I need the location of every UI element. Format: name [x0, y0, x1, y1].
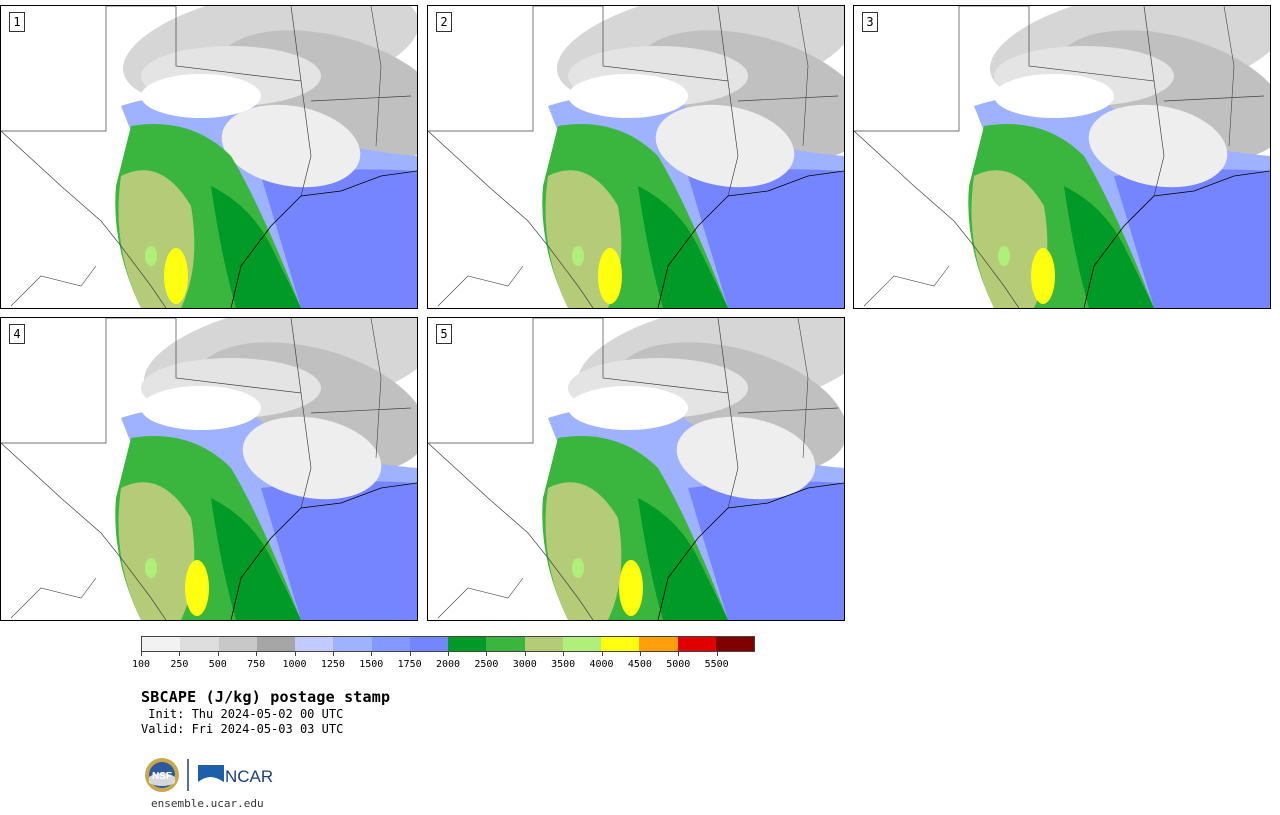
- colorbar-swatch: [448, 637, 487, 651]
- panel-number: 4: [9, 324, 25, 344]
- colorbar-tick: [141, 652, 142, 656]
- svg-text:NSF: NSF: [152, 771, 172, 782]
- colorbar-tick-label: 3000: [512, 659, 537, 670]
- colorbar-tick: [256, 652, 258, 656]
- colorbar-swatch: [333, 637, 372, 651]
- svg-text:NCAR: NCAR: [225, 767, 273, 786]
- sbcape-map: [854, 6, 1270, 308]
- colorbar-tick-label: 1500: [359, 659, 384, 670]
- nsf-logo: NSF: [145, 758, 179, 792]
- colorbar-tick: [294, 652, 296, 656]
- colorbar-tick-label: 750: [247, 659, 266, 670]
- sponsor-logos: NSF NCAR: [144, 757, 274, 795]
- colorbar-tick: [716, 652, 718, 656]
- sbcape-map: [428, 318, 844, 620]
- colorbar-swatch: [371, 637, 410, 651]
- colorbar-tick: [486, 652, 488, 656]
- colorbar-swatch: [601, 637, 640, 651]
- colorbar-tick: [409, 652, 411, 656]
- colorbar-tick: [678, 652, 680, 656]
- colorbar-swatch: [677, 637, 716, 651]
- colorbar-tick-label: 4500: [627, 659, 652, 670]
- colorbar-swatch: [218, 637, 257, 651]
- colorbar-tick-label: 5500: [704, 659, 729, 670]
- sbcape-map: [1, 6, 417, 308]
- colorbar-tick-label: 250: [170, 659, 189, 670]
- colorbar-tick: [217, 652, 219, 656]
- colorbar-tick-label: 5000: [666, 659, 691, 670]
- colorbar-tick-label: 2500: [474, 659, 499, 670]
- colorbar-swatch: [142, 637, 181, 651]
- postage-stamp-panel: 5: [427, 317, 845, 621]
- colorbar-tick: [448, 652, 449, 656]
- colorbar-swatch: [180, 637, 219, 651]
- colorbar-swatch: [524, 637, 563, 651]
- colorbar-tick-label: 1750: [397, 659, 422, 670]
- colorbar-tick: [563, 652, 565, 656]
- colorbar-tick: [371, 652, 373, 656]
- sbcape-colorbar: [141, 636, 755, 652]
- panel-number: 1: [9, 12, 25, 32]
- colorbar-tick-label: 4000: [589, 659, 614, 670]
- postage-stamp-panel: 4: [0, 317, 418, 621]
- colorbar-tick-label: 100: [131, 659, 151, 670]
- init-time: Init: Thu 2024-05-02 00 UTC: [141, 707, 344, 721]
- colorbar-tick: [601, 652, 603, 656]
- colorbar-tick-label: 2000: [435, 659, 461, 670]
- ncar-logo: NCAR: [197, 765, 273, 786]
- valid-time: Valid: Fri 2024-05-03 03 UTC: [141, 722, 344, 736]
- colorbar-tick: [639, 652, 641, 656]
- panel-number: 3: [862, 12, 878, 32]
- colorbar-tick-label: 3500: [551, 659, 576, 670]
- postage-stamp-panel: 3: [853, 5, 1271, 309]
- colorbar-tick: [524, 652, 526, 656]
- colorbar-swatch: [486, 637, 525, 651]
- map-title: SBCAPE (J/kg) postage stamp: [141, 688, 391, 706]
- colorbar-swatch: [409, 637, 448, 651]
- sbcape-map: [428, 6, 844, 308]
- colorbar-tick: [179, 652, 181, 656]
- colorbar-tick: [332, 652, 334, 656]
- colorbar-swatch: [562, 637, 601, 651]
- colorbar-swatch: [295, 637, 334, 651]
- colorbar-tick-label: 1250: [320, 659, 345, 670]
- postage-stamp-panel: 1: [0, 5, 418, 309]
- colorbar-tick-label: 1000: [282, 659, 307, 670]
- panel-number: 5: [436, 324, 452, 344]
- panel-number: 2: [436, 12, 452, 32]
- colorbar-tick-labels: 100 250 500 750 1000 1250 1500 1750 2000 2500 3000…: [132, 652, 755, 672]
- colorbar-swatch: [715, 637, 754, 651]
- postage-stamp-panel: 2: [427, 5, 845, 309]
- colorbar-tick-label: 500: [208, 659, 227, 670]
- ensemble-url: ensemble.ucar.edu: [151, 797, 264, 810]
- colorbar-swatch: [256, 637, 295, 651]
- sbcape-map: [1, 318, 417, 620]
- colorbar-swatch: [639, 637, 678, 651]
